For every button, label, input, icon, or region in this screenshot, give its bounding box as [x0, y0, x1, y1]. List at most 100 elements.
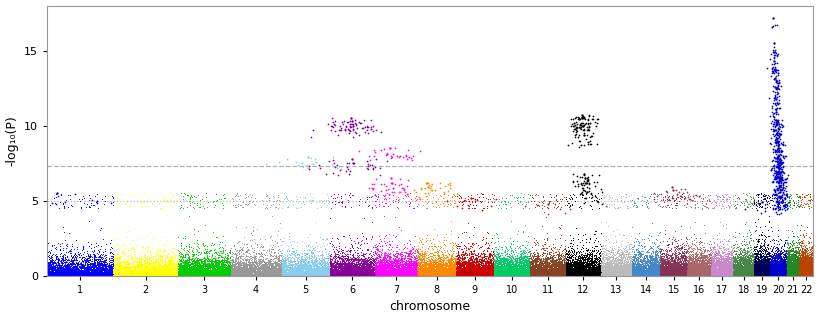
Point — [133, 273, 146, 278]
Point — [233, 192, 247, 197]
Point — [709, 258, 722, 263]
Point — [658, 270, 672, 275]
Point — [42, 271, 55, 276]
Point — [501, 267, 514, 272]
Point — [733, 272, 746, 277]
Point — [319, 269, 333, 274]
Point — [440, 271, 453, 276]
Point — [602, 271, 615, 276]
Point — [713, 261, 726, 266]
Point — [799, 264, 812, 269]
Point — [95, 265, 108, 270]
Point — [762, 267, 776, 272]
Point — [566, 271, 579, 276]
Point — [573, 271, 586, 277]
Point — [759, 270, 772, 275]
Point — [699, 263, 713, 268]
Point — [61, 266, 75, 271]
Point — [350, 268, 363, 273]
Point — [484, 268, 497, 273]
Point — [753, 268, 766, 273]
Point — [242, 261, 255, 266]
Point — [781, 266, 794, 271]
Point — [606, 250, 619, 255]
Point — [543, 267, 556, 272]
Point — [583, 270, 596, 275]
Point — [627, 271, 640, 276]
Point — [179, 273, 192, 278]
Point — [573, 263, 586, 269]
Point — [554, 235, 567, 241]
Point — [178, 266, 191, 271]
Point — [194, 266, 207, 271]
Point — [449, 245, 462, 250]
Point — [195, 271, 208, 276]
Point — [804, 271, 817, 276]
Point — [229, 266, 242, 271]
Point — [632, 260, 645, 265]
Point — [618, 267, 631, 272]
Point — [699, 231, 712, 236]
Point — [140, 266, 153, 271]
Point — [419, 272, 432, 277]
Point — [283, 267, 296, 272]
Point — [806, 262, 819, 267]
Point — [713, 250, 726, 256]
Point — [505, 263, 518, 268]
Point — [662, 268, 675, 273]
Point — [677, 251, 690, 256]
Point — [429, 256, 442, 261]
Point — [441, 272, 455, 277]
Point — [264, 270, 277, 275]
Point — [307, 262, 320, 267]
Point — [578, 268, 591, 273]
Point — [506, 270, 519, 275]
Point — [414, 272, 427, 278]
Point — [431, 268, 444, 273]
Point — [717, 268, 731, 273]
Point — [378, 272, 391, 278]
Point — [626, 269, 639, 274]
Point — [786, 273, 799, 278]
Point — [312, 268, 325, 273]
Point — [409, 264, 422, 269]
Point — [217, 267, 230, 272]
Point — [562, 262, 575, 267]
Point — [687, 267, 700, 272]
Point — [650, 272, 663, 277]
Point — [600, 266, 613, 271]
Point — [655, 270, 668, 275]
Point — [789, 260, 802, 265]
Point — [600, 273, 613, 278]
Point — [586, 271, 600, 277]
Point — [283, 257, 296, 263]
Point — [744, 271, 757, 276]
Point — [682, 273, 695, 278]
Point — [48, 263, 61, 268]
Point — [105, 269, 118, 274]
Point — [738, 256, 751, 261]
Point — [793, 195, 806, 200]
Point — [423, 272, 437, 278]
Point — [506, 273, 519, 278]
Point — [749, 270, 762, 275]
Point — [285, 270, 298, 275]
Point — [76, 270, 89, 275]
Point — [350, 255, 363, 260]
Point — [469, 263, 482, 268]
Point — [735, 270, 748, 275]
Point — [621, 263, 634, 268]
Point — [696, 269, 709, 274]
Point — [204, 269, 217, 274]
Point — [633, 268, 646, 273]
Point — [477, 272, 491, 278]
Point — [720, 191, 733, 196]
Point — [698, 273, 711, 278]
Point — [210, 273, 223, 278]
Point — [168, 269, 181, 274]
Point — [529, 271, 542, 277]
Point — [768, 271, 781, 277]
Point — [555, 265, 568, 270]
Point — [252, 265, 265, 270]
Point — [53, 270, 66, 275]
